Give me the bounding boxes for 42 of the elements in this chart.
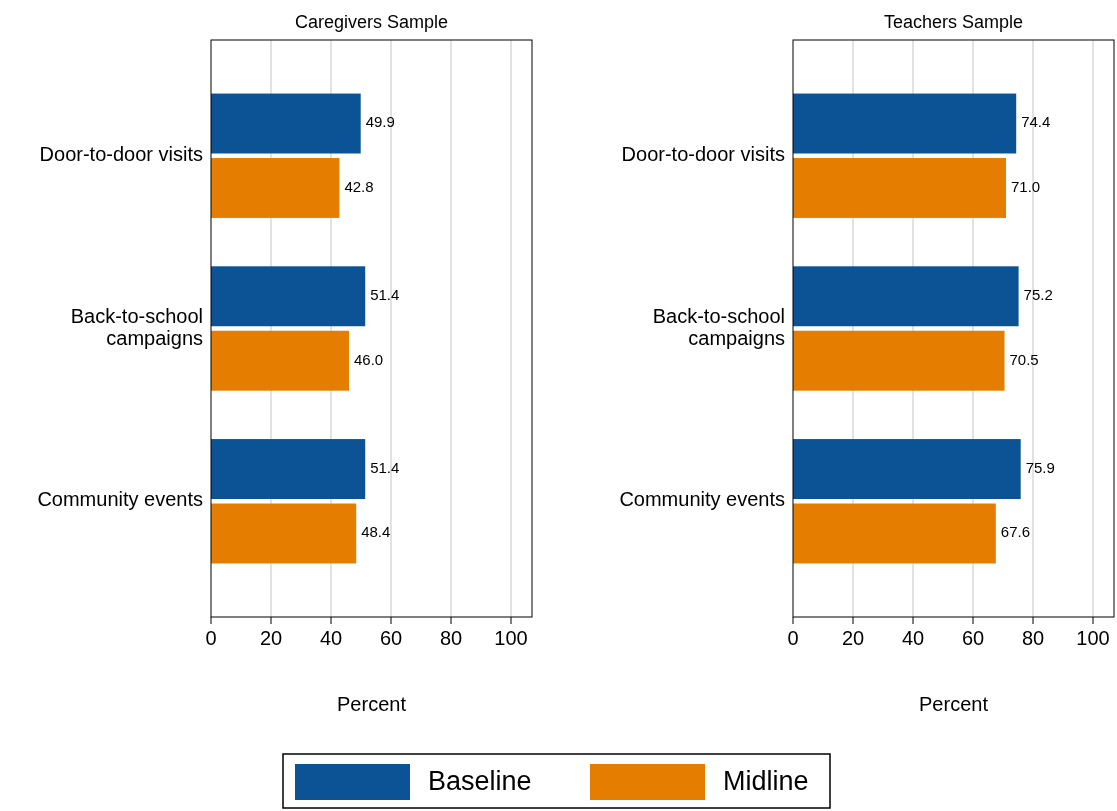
data-label: 48.4 xyxy=(361,523,391,541)
y-tick-label: Door-to-door visits xyxy=(621,143,785,166)
x-tick-label: 80 xyxy=(1021,627,1045,649)
y-tick-label: Back-to-school campaigns xyxy=(70,304,203,349)
x-tick-label: 0 xyxy=(205,627,217,649)
bar xyxy=(211,330,349,391)
bar xyxy=(211,93,361,154)
chart-title: Caregivers Sample xyxy=(294,12,449,32)
data-label: 46.0 xyxy=(354,350,384,368)
data-label: 71.0 xyxy=(1011,177,1041,195)
x-tick-label: 40 xyxy=(319,627,343,649)
x-axis-title: Percent xyxy=(919,693,989,715)
data-label: 70.5 xyxy=(1009,350,1039,368)
x-tick-label: 100 xyxy=(1076,627,1110,649)
y-tick-label: Community events xyxy=(619,488,785,511)
chart-title: Teachers Sample xyxy=(883,12,1024,32)
y-tick-label: Door-to-door visits xyxy=(39,143,203,166)
legend-label: Midline xyxy=(723,766,809,797)
bar xyxy=(211,266,366,327)
data-label: 74.4 xyxy=(1021,113,1051,131)
data-label: 51.4 xyxy=(370,286,400,304)
x-tick-label: 40 xyxy=(901,627,925,649)
data-label: 67.6 xyxy=(1000,523,1030,541)
x-tick-label: 80 xyxy=(439,627,463,649)
data-label: 75.2 xyxy=(1023,286,1053,304)
x-axis-title: Percent xyxy=(337,693,407,715)
y-tick-label: Community events xyxy=(37,488,203,511)
bar xyxy=(211,503,357,564)
x-tick-label: 20 xyxy=(259,627,283,649)
data-label: 51.4 xyxy=(370,459,400,476)
x-tick-label: 60 xyxy=(379,627,403,649)
data-label: 75.9 xyxy=(1025,459,1055,476)
x-tick-label: 20 xyxy=(841,627,865,649)
x-tick-label: 60 xyxy=(961,627,985,649)
bar xyxy=(211,158,340,218)
data-label: 42.8 xyxy=(344,177,374,195)
legend-label: Baseline xyxy=(428,766,532,797)
y-tick-label: Back-to-school campaigns xyxy=(652,304,785,349)
x-tick-label: 100 xyxy=(494,627,528,649)
x-tick-label: 0 xyxy=(787,627,799,649)
data-label: 49.9 xyxy=(365,113,395,131)
bar xyxy=(211,439,366,499)
